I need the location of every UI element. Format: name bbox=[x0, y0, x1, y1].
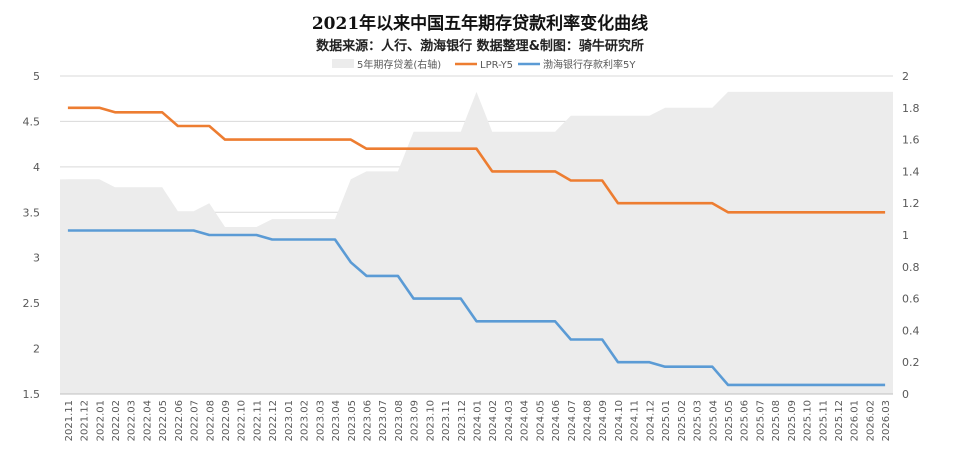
x-tick-label: 2023.10 bbox=[425, 400, 436, 441]
y-left-tick-label: 2.5 bbox=[23, 297, 41, 310]
x-tick-label: 2026.02 bbox=[865, 400, 876, 441]
x-tick-label: 2022.09 bbox=[221, 400, 232, 441]
x-tick-label: 2025.06 bbox=[740, 400, 751, 441]
y-left-tick-label: 4 bbox=[33, 161, 40, 174]
y-right-tick-label: 1.6 bbox=[902, 134, 920, 147]
legend-label: 5年期存贷差(右轴) bbox=[357, 58, 441, 71]
x-tick-label: 2025.12 bbox=[834, 400, 845, 441]
x-tick-label: 2025.08 bbox=[771, 400, 782, 441]
y-left-tick-label: 1.5 bbox=[23, 388, 41, 401]
x-tick-label: 2022.05 bbox=[158, 400, 169, 441]
x-tick-label: 2022.12 bbox=[268, 400, 279, 441]
x-tick-label: 2024.06 bbox=[551, 400, 562, 441]
x-tick-label: 2026.01 bbox=[850, 400, 861, 441]
series-area-spread bbox=[60, 91, 893, 395]
y-right-tick-label: 2 bbox=[902, 70, 909, 83]
x-tick-label: 2025.10 bbox=[803, 400, 814, 441]
x-tick-label: 2024.10 bbox=[614, 400, 625, 441]
x-tick-label: 2023.03 bbox=[315, 400, 326, 441]
x-tick-label: 2024.09 bbox=[598, 400, 609, 441]
x-tick-label: 2025.11 bbox=[818, 400, 829, 441]
x-tick-label: 2022.08 bbox=[205, 400, 216, 441]
x-tick-label: 2025.05 bbox=[724, 400, 735, 441]
x-tick-label: 2022.07 bbox=[190, 400, 201, 441]
x-tick-label: 2022.10 bbox=[237, 400, 248, 441]
y-right-tick-label: 1.4 bbox=[902, 165, 920, 178]
x-tick-label: 2023.02 bbox=[300, 400, 311, 441]
x-tick-label: 2023.01 bbox=[284, 400, 295, 441]
x-tick-label: 2023.04 bbox=[331, 400, 342, 441]
y-right-tick-label: 0 bbox=[902, 388, 909, 401]
x-tick-label: 2024.11 bbox=[630, 400, 641, 441]
x-tick-label: 2024.07 bbox=[567, 400, 578, 441]
x-tick-label: 2023.05 bbox=[347, 400, 358, 441]
y-right-tick-label: 0.4 bbox=[902, 324, 920, 337]
x-tick-label: 2023.12 bbox=[457, 400, 468, 441]
x-tick-label: 2025.07 bbox=[755, 400, 766, 441]
x-tick-label: 2022.04 bbox=[142, 400, 153, 441]
legend-label: LPR-Y5 bbox=[480, 60, 513, 71]
x-tick-label: 2022.02 bbox=[111, 400, 122, 441]
legend-label: 渤海银行存款利率5Y bbox=[543, 58, 636, 71]
legend-swatch-spread bbox=[332, 59, 354, 68]
y-right-tick-label: 1.2 bbox=[902, 197, 920, 210]
x-tick-label: 2022.06 bbox=[174, 400, 185, 441]
x-tick-label: 2025.03 bbox=[693, 400, 704, 441]
x-tick-label: 2024.05 bbox=[535, 400, 546, 441]
y-right-tick-label: 0.2 bbox=[902, 356, 920, 369]
x-tick-label: 2023.07 bbox=[378, 400, 389, 441]
x-tick-label: 2024.04 bbox=[520, 400, 531, 441]
y-right-tick-label: 0.8 bbox=[902, 261, 920, 274]
series-line-lpr bbox=[67, 106, 886, 214]
x-tick-label: 2026.03 bbox=[881, 400, 892, 441]
x-tick-label: 2022.01 bbox=[95, 400, 106, 441]
y-left-tick-label: 3.5 bbox=[23, 206, 41, 219]
x-tick-label: 2025.02 bbox=[677, 400, 688, 441]
y-left-tick-label: 3 bbox=[33, 252, 40, 265]
y-left-tick-label: 4.5 bbox=[23, 115, 41, 128]
x-tick-label: 2023.09 bbox=[410, 400, 421, 441]
x-tick-label: 2022.11 bbox=[252, 400, 263, 441]
y-right-tick-label: 0.6 bbox=[902, 293, 920, 306]
y-right-tick-label: 1 bbox=[902, 229, 909, 242]
y-left-tick-label: 2 bbox=[33, 343, 40, 356]
x-tick-label: 2024.01 bbox=[473, 400, 484, 441]
chart-title: 2021年以来中国五年期存贷款利率变化曲线 bbox=[311, 14, 649, 34]
chart-subtitle: 数据来源：人行、渤海银行 数据整理&制图：骑牛研究所 bbox=[316, 39, 644, 54]
series-line-deposit bbox=[67, 229, 886, 387]
x-tick-label: 2023.11 bbox=[441, 400, 452, 441]
x-tick-label: 2024.03 bbox=[504, 400, 515, 441]
y-right-tick-label: 1.8 bbox=[902, 102, 920, 115]
x-tick-label: 2022.03 bbox=[127, 400, 138, 441]
x-tick-label: 2025.04 bbox=[708, 400, 719, 441]
x-tick-label: 2021.12 bbox=[80, 400, 91, 441]
x-tick-label: 2021.11 bbox=[64, 400, 75, 441]
y-left-tick-label: 5 bbox=[33, 70, 40, 83]
x-tick-label: 2023.06 bbox=[362, 400, 373, 441]
x-tick-label: 2025.09 bbox=[787, 400, 798, 441]
x-tick-label: 2025.01 bbox=[661, 400, 672, 441]
x-tick-label: 2024.08 bbox=[583, 400, 594, 441]
x-tick-label: 2024.02 bbox=[488, 400, 499, 441]
x-tick-label: 2024.12 bbox=[645, 400, 656, 441]
x-tick-label: 2023.08 bbox=[394, 400, 405, 441]
